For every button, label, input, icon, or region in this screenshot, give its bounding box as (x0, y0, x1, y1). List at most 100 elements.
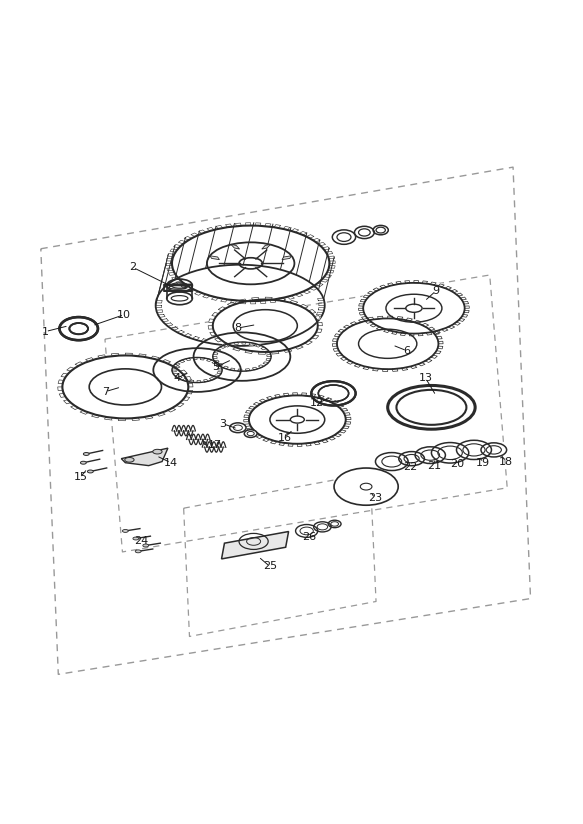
Text: 15: 15 (73, 472, 87, 482)
Polygon shape (258, 352, 265, 354)
Polygon shape (335, 334, 340, 337)
Polygon shape (332, 400, 338, 404)
Polygon shape (272, 351, 279, 354)
Polygon shape (222, 531, 289, 559)
Polygon shape (199, 230, 206, 233)
Polygon shape (209, 377, 215, 380)
Polygon shape (213, 353, 218, 355)
Polygon shape (422, 323, 429, 326)
Ellipse shape (192, 332, 292, 382)
Polygon shape (249, 343, 254, 345)
Polygon shape (210, 332, 216, 336)
Polygon shape (189, 380, 194, 382)
Polygon shape (335, 433, 341, 437)
Polygon shape (318, 242, 325, 246)
Polygon shape (359, 308, 363, 311)
Polygon shape (288, 443, 293, 447)
Polygon shape (187, 288, 195, 292)
Polygon shape (332, 339, 338, 341)
Polygon shape (437, 336, 442, 339)
Polygon shape (365, 321, 371, 323)
Polygon shape (283, 393, 289, 396)
Polygon shape (266, 358, 271, 361)
Polygon shape (322, 439, 328, 442)
Polygon shape (274, 225, 280, 228)
Polygon shape (162, 359, 171, 363)
Polygon shape (359, 312, 365, 315)
Polygon shape (282, 255, 292, 260)
Polygon shape (340, 357, 347, 360)
Polygon shape (138, 353, 146, 357)
Polygon shape (223, 366, 229, 369)
Polygon shape (249, 406, 255, 410)
Polygon shape (290, 301, 298, 304)
Polygon shape (343, 426, 349, 428)
Polygon shape (397, 316, 403, 320)
Polygon shape (181, 285, 189, 288)
Polygon shape (359, 304, 364, 307)
Ellipse shape (244, 430, 257, 438)
Polygon shape (329, 261, 335, 264)
Text: 4: 4 (173, 373, 180, 383)
Polygon shape (346, 417, 351, 419)
Polygon shape (350, 321, 357, 325)
Polygon shape (209, 319, 215, 322)
Polygon shape (212, 297, 219, 300)
Polygon shape (98, 355, 106, 358)
Polygon shape (221, 298, 227, 302)
Polygon shape (207, 227, 214, 231)
Polygon shape (418, 333, 423, 336)
Polygon shape (461, 297, 466, 300)
Ellipse shape (354, 227, 374, 239)
Polygon shape (367, 291, 374, 294)
Polygon shape (310, 394, 315, 397)
Polygon shape (215, 338, 222, 342)
Polygon shape (409, 334, 414, 336)
Polygon shape (201, 358, 205, 360)
Polygon shape (258, 365, 264, 368)
Polygon shape (448, 325, 455, 329)
Polygon shape (422, 281, 427, 283)
Ellipse shape (125, 457, 134, 462)
Polygon shape (315, 283, 323, 287)
Polygon shape (216, 226, 223, 229)
Polygon shape (182, 378, 188, 382)
Text: 21: 21 (427, 461, 441, 471)
Polygon shape (180, 370, 187, 374)
Polygon shape (71, 405, 79, 410)
Text: 14: 14 (164, 457, 178, 468)
Ellipse shape (164, 222, 337, 305)
Polygon shape (338, 330, 345, 333)
Polygon shape (271, 441, 277, 444)
Polygon shape (347, 361, 353, 364)
Ellipse shape (152, 348, 242, 392)
Polygon shape (216, 349, 221, 351)
Polygon shape (255, 222, 261, 226)
Polygon shape (227, 302, 236, 306)
Polygon shape (177, 377, 182, 379)
Polygon shape (238, 299, 247, 302)
Polygon shape (279, 442, 285, 446)
Polygon shape (212, 312, 219, 316)
Ellipse shape (133, 537, 139, 540)
Polygon shape (354, 364, 361, 368)
Text: 25: 25 (263, 561, 277, 572)
Ellipse shape (311, 382, 356, 405)
Text: 19: 19 (476, 457, 490, 468)
Text: 7: 7 (102, 386, 109, 396)
Polygon shape (326, 251, 333, 255)
Ellipse shape (314, 522, 331, 532)
Polygon shape (462, 315, 468, 317)
Ellipse shape (415, 447, 445, 463)
Text: 5: 5 (212, 362, 219, 372)
Ellipse shape (357, 280, 470, 336)
Ellipse shape (61, 355, 189, 419)
Polygon shape (414, 280, 419, 283)
Polygon shape (173, 366, 177, 368)
Polygon shape (431, 355, 437, 358)
Polygon shape (58, 380, 64, 384)
Ellipse shape (431, 442, 469, 463)
Text: 18: 18 (499, 456, 513, 466)
Polygon shape (329, 265, 335, 269)
Polygon shape (216, 364, 221, 367)
